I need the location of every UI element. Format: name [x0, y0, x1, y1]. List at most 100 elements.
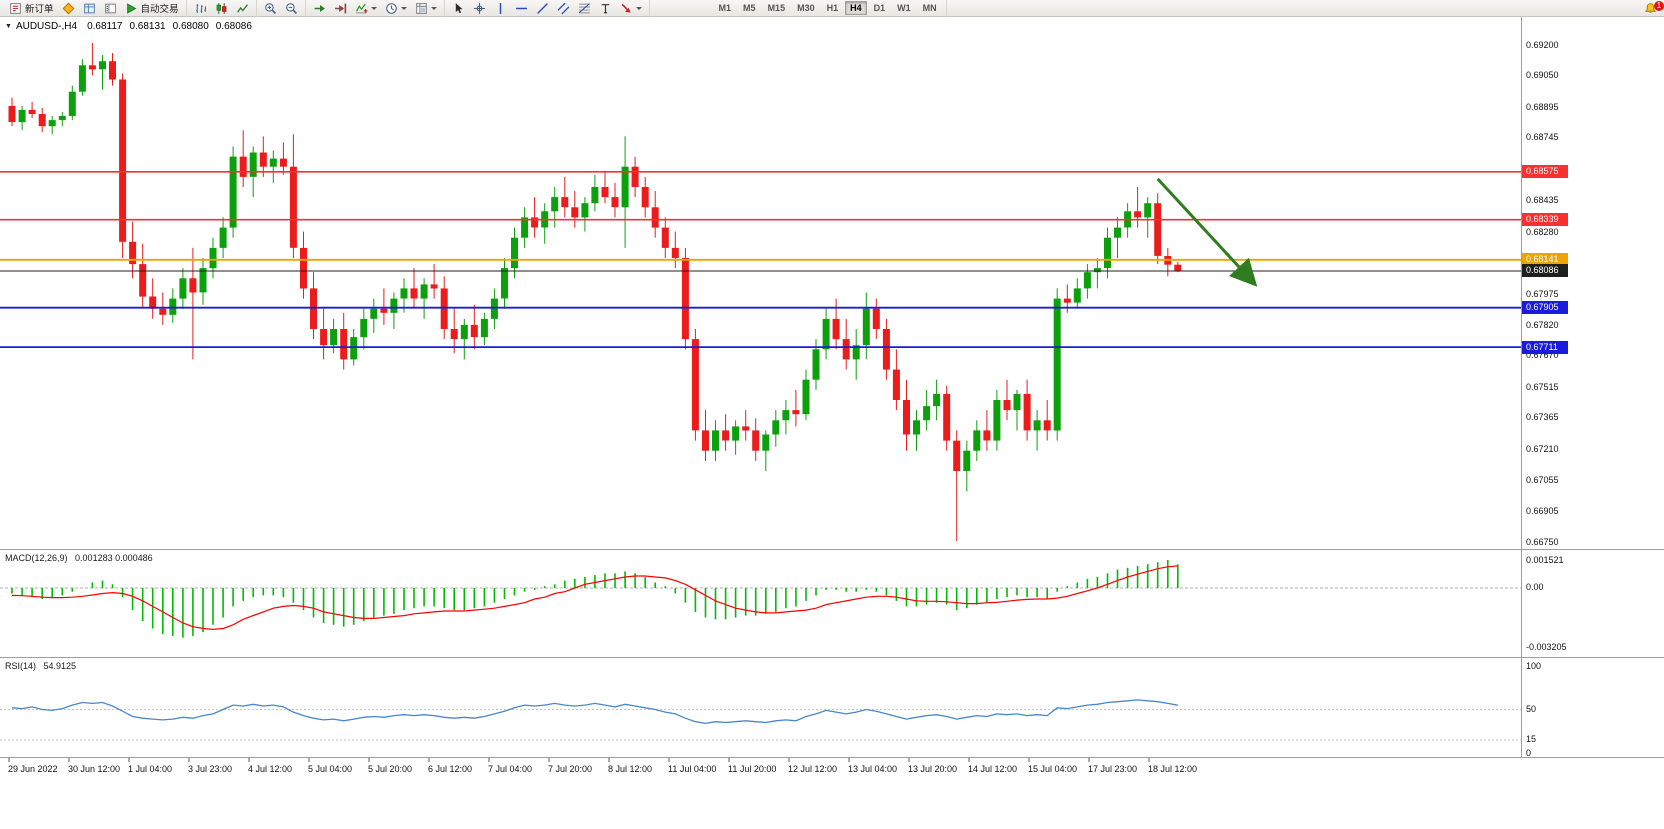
macd-label: MACD(12,26,9)	[5, 553, 68, 563]
rsi-axis-label: 50	[1526, 704, 1537, 714]
indicators-button[interactable]	[352, 1, 380, 16]
chart-open-value: 0.68117	[87, 21, 123, 32]
price-tick-label: 0.67820	[1526, 320, 1559, 330]
price-badge-0.68141: 0.68141	[1522, 253, 1568, 266]
channel-icon	[557, 2, 570, 15]
data-window-icon	[83, 2, 96, 15]
horizontal-line-icon	[515, 2, 528, 15]
time-axis-label: 4 Jul 12:00	[248, 764, 293, 774]
zoom-out-icon	[285, 2, 298, 15]
time-axis-label: 11 Jul 04:00	[668, 764, 717, 774]
timeframe-button-m1[interactable]: M1	[718, 3, 732, 13]
toolbar-group: 新订单 自动交易	[2, 0, 187, 17]
channel-button[interactable]	[554, 1, 573, 16]
bar-chart-button[interactable]	[191, 1, 210, 16]
vertical-line-button[interactable]	[491, 1, 510, 16]
zoom-out-button[interactable]	[282, 1, 301, 16]
templates-button[interactable]	[412, 1, 440, 16]
chevron-down-icon	[400, 6, 407, 10]
bar-chart-icon	[194, 2, 207, 15]
time-axis-label: 13 Jul 04:00	[848, 764, 898, 774]
macd-values: 0.001283 0.000486	[75, 553, 153, 563]
macd-axis-label: 0.00	[1526, 582, 1544, 592]
trend-arrow-annotation[interactable]	[1156, 177, 1258, 287]
autotrading-button[interactable]: 自动交易	[122, 1, 182, 16]
horizontal-line-button[interactable]	[512, 1, 531, 16]
indicators-icon	[355, 2, 368, 15]
zoom-in-icon	[264, 2, 277, 15]
chart-collapse-icon[interactable]: ▼	[5, 23, 12, 30]
candlestick-chart-button[interactable]	[212, 1, 231, 16]
navigator-button[interactable]	[101, 1, 120, 16]
vertical-line-icon	[494, 2, 507, 15]
cursor-button[interactable]	[449, 1, 468, 16]
macd-panel	[0, 560, 1521, 638]
price-badge-0.67711: 0.67711	[1522, 341, 1568, 354]
price-badge-0.68339: 0.68339	[1522, 213, 1568, 226]
auto-scroll-button[interactable]	[310, 1, 329, 16]
toolbar-right: 1	[1640, 0, 1664, 17]
periods-button[interactable]	[382, 1, 410, 16]
periods-icon	[385, 2, 398, 15]
time-axis-label: 6 Jul 12:00	[428, 764, 473, 774]
timeframe-button-m5[interactable]: M5	[743, 3, 756, 13]
current-price-badge: 0.68086	[1522, 264, 1568, 277]
new-order-icon	[9, 2, 22, 15]
text-button[interactable]	[596, 1, 615, 16]
timeframe-button-h4[interactable]: H4	[845, 1, 867, 15]
crosshair-button[interactable]	[470, 1, 489, 16]
chart-header: ▼ AUDUSD-,H4 0.68117 0.68131 0.68080 0.6…	[5, 21, 259, 32]
autotrading-icon	[125, 2, 138, 15]
time-axis-label: 30 Jun 12:00	[68, 764, 121, 774]
time-axis-label: 8 Jul 12:00	[608, 764, 653, 774]
rsi-axis-label: 100	[1526, 661, 1542, 671]
toolbar-button-groups: 新订单 自动交易 M1 M5 M15 M30 H1 H4 D1 W1 MN	[2, 0, 947, 17]
fibonacci-icon	[578, 2, 591, 15]
chevron-down-icon	[370, 6, 377, 10]
trendline-button[interactable]	[533, 1, 552, 16]
notifications-button[interactable]: 1	[1641, 1, 1664, 16]
timeframe-button-w1[interactable]: W1	[897, 3, 911, 13]
rsi-axis-label: 15	[1526, 734, 1537, 744]
chart-low-value: 0.68080	[172, 21, 209, 32]
time-axis-label: 12 Jul 12:00	[788, 764, 838, 774]
zoom-in-button[interactable]	[261, 1, 280, 16]
timeframe-button-m30[interactable]: M30	[797, 3, 815, 13]
arrows-button[interactable]	[617, 1, 645, 16]
data-window-button[interactable]	[80, 1, 99, 16]
market-watch-button[interactable]	[59, 1, 78, 16]
panel-separators	[0, 17, 1664, 759]
timeframe-button-h1[interactable]: H1	[826, 3, 839, 13]
crosshair-icon	[473, 2, 486, 15]
timeframe-button-m15[interactable]: M15	[767, 3, 786, 13]
time-axis-label: 3 Jul 23:00	[188, 764, 233, 774]
time-axis-ticks	[8, 758, 1150, 762]
new-order-button-label: 新订单	[25, 4, 54, 15]
time-axis-label: 14 Jul 12:00	[968, 764, 1018, 774]
chevron-down-icon	[635, 6, 642, 10]
notification-badge: 1	[1654, 1, 1664, 11]
toolbar-group	[306, 0, 445, 17]
autotrading-button-label: 自动交易	[140, 4, 179, 15]
text-icon	[599, 2, 612, 15]
toolbar-group	[187, 0, 257, 17]
time-axis-label: 7 Jul 04:00	[488, 764, 533, 774]
rsi-label: RSI(14)	[5, 661, 37, 671]
fibonacci-button[interactable]	[575, 1, 594, 16]
line-chart-button[interactable]	[233, 1, 252, 16]
chart-shift-button[interactable]	[331, 1, 350, 16]
toolbar: 新订单 自动交易 M1 M5 M15 M30 H1 H4 D1 W1 MN 1	[0, 0, 1664, 17]
price-tick-label: 0.68280	[1526, 227, 1559, 237]
cursor-icon	[452, 2, 465, 15]
price-tick-label: 0.68895	[1526, 102, 1559, 112]
price-tick-label: 0.67365	[1526, 412, 1559, 422]
new-order-button[interactable]: 新订单	[6, 1, 57, 16]
timeframe-button-mn[interactable]: MN	[922, 3, 937, 13]
price-tick-label: 0.69200	[1526, 40, 1559, 50]
timeframe-button-d1[interactable]: D1	[873, 3, 886, 13]
templates-icon	[415, 2, 428, 15]
price-badge-0.68575: 0.68575	[1522, 165, 1568, 178]
price-tick-label: 0.66905	[1526, 506, 1559, 516]
